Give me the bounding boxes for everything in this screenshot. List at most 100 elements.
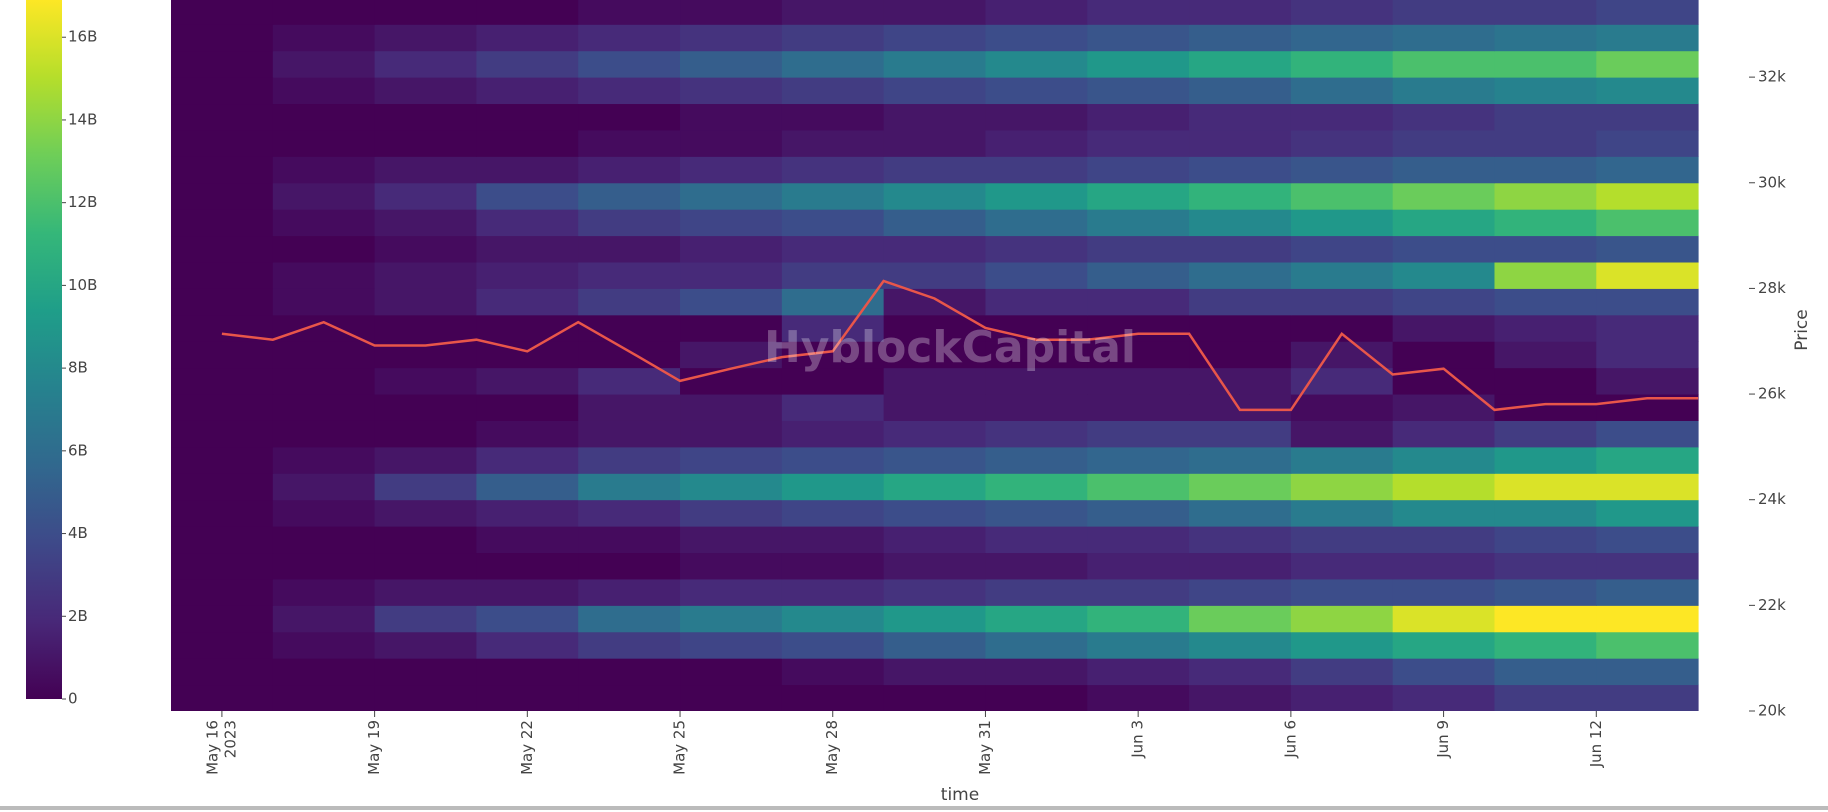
- heat-cell: [680, 341, 783, 369]
- heat-cell: [1189, 631, 1292, 659]
- heat-cell: [1596, 77, 1699, 105]
- heat-cell: [1087, 103, 1190, 131]
- heat-cell: [680, 446, 783, 474]
- heat-cell: [272, 684, 376, 711]
- heat-cell: [680, 605, 783, 633]
- heat-cell: [1392, 605, 1495, 633]
- heat-cell: [1392, 420, 1495, 448]
- heat-cell: [1189, 341, 1292, 369]
- heat-cell: [883, 129, 986, 157]
- heat-cell: [680, 0, 783, 25]
- heat-cell: [1392, 526, 1495, 554]
- heat-cell: [1290, 50, 1394, 78]
- heat-cell: [883, 24, 986, 52]
- x-tick-label: May 19: [365, 720, 383, 775]
- heat-cell: [680, 578, 783, 606]
- heat-cell: [1596, 578, 1699, 606]
- x-tick-label: Jun 3: [1129, 720, 1147, 759]
- heat-cell: [680, 288, 783, 316]
- heat-cell: [1392, 24, 1495, 52]
- heat-cell: [476, 77, 579, 105]
- y-tick-label: 28k: [1758, 279, 1786, 297]
- heat-cell: [171, 631, 274, 659]
- heat-cell: [781, 499, 885, 527]
- heat-cell: [1596, 499, 1699, 527]
- heat-cell: [578, 314, 681, 342]
- heat-cell: [171, 129, 274, 157]
- heat-cell: [1290, 367, 1394, 395]
- heat-cell: [781, 473, 885, 501]
- heat-cell: [1087, 526, 1190, 554]
- heat-cell: [781, 420, 885, 448]
- heat-cell: [171, 552, 274, 580]
- heat-cell: [883, 446, 986, 474]
- heat-cell: [883, 182, 986, 210]
- heat-cell: [883, 631, 986, 659]
- heat-cell: [1189, 156, 1292, 184]
- heat-cell: [578, 235, 681, 263]
- heat-cell: [171, 77, 274, 105]
- heat-cell: [1392, 446, 1495, 474]
- heat-cell: [1290, 103, 1394, 131]
- heat-cell: [985, 129, 1088, 157]
- heat-cell: [781, 367, 885, 395]
- heat-cell: [374, 446, 477, 474]
- heat-cell: [1087, 182, 1190, 210]
- heat-cell: [1290, 684, 1394, 711]
- heat-cell: [883, 209, 986, 237]
- heat-cell: [374, 526, 477, 554]
- heat-cell: [680, 314, 783, 342]
- x-tick-label: May 25: [671, 720, 689, 775]
- heat-cell: [1494, 420, 1597, 448]
- heat-cell: [1392, 394, 1495, 421]
- heat-cell: [476, 288, 579, 316]
- heat-cell: [1596, 182, 1699, 210]
- heat-cell: [476, 129, 579, 157]
- heat-cell: [1392, 77, 1495, 105]
- heat-cell: [1290, 0, 1394, 25]
- y-axis-title: Price: [1792, 309, 1812, 350]
- heat-cell: [781, 394, 885, 421]
- heat-cell: [1494, 182, 1597, 210]
- heat-cell: [680, 631, 783, 659]
- heat-cell: [680, 77, 783, 105]
- heat-cell: [476, 578, 579, 606]
- heat-cell: [1087, 50, 1190, 78]
- heat-cell: [680, 367, 783, 395]
- heat-cell: [272, 182, 376, 210]
- heat-cell: [781, 314, 885, 342]
- heat-cell: [985, 288, 1088, 316]
- heat-cell: [171, 50, 274, 78]
- heat-cell: [1392, 262, 1495, 289]
- heat-cell: [374, 0, 477, 25]
- heat-cell: [1087, 209, 1190, 237]
- heat-cell: [1494, 658, 1597, 686]
- heat-cell: [1494, 103, 1597, 131]
- heat-cell: [171, 0, 274, 25]
- heat-cell: [578, 129, 681, 157]
- heat-cell: [883, 262, 986, 289]
- heat-cell: [680, 658, 783, 686]
- heat-cell: [171, 658, 274, 686]
- colorbar-tick-label: 2B: [68, 607, 88, 625]
- heat-cell: [272, 499, 376, 527]
- heat-cell: [1494, 50, 1597, 78]
- heat-cell: [985, 473, 1088, 501]
- heat-cell: [374, 684, 477, 711]
- heat-cell: [1189, 552, 1292, 580]
- heat-cell: [1596, 684, 1699, 711]
- heat-cell: [1087, 288, 1190, 316]
- heat-cell: [1596, 156, 1699, 184]
- heat-cell: [374, 50, 477, 78]
- heat-cell: [374, 314, 477, 342]
- heat-cell: [1087, 499, 1190, 527]
- heat-cell: [1189, 103, 1292, 131]
- heat-cell: [883, 288, 986, 316]
- heat-cell: [680, 156, 783, 184]
- heat-cell: [1189, 50, 1292, 78]
- heat-cell: [1189, 394, 1292, 421]
- heat-cell: [476, 631, 579, 659]
- heat-cell: [1392, 658, 1495, 686]
- heat-cell: [985, 526, 1088, 554]
- heat-cell: [374, 182, 477, 210]
